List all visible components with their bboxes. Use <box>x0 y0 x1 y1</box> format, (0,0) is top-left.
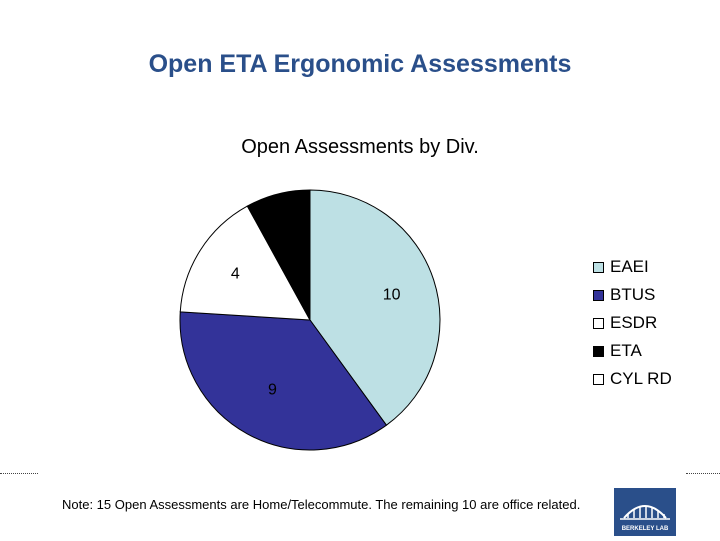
pie-data-labels: 10 9 4 2 <box>231 219 401 399</box>
svg-text:BERKELEY LAB: BERKELEY LAB <box>622 526 669 532</box>
data-label-eta: 2 <box>281 219 290 236</box>
legend-swatch-esdr <box>593 317 604 329</box>
legend-label-btus: BTUS <box>610 285 656 304</box>
legend-label-eta: ETA <box>610 341 642 360</box>
footnote: Note: 15 Open Assessments are Home/Telec… <box>62 497 581 512</box>
legend-item-esdr: ESDR <box>593 309 672 337</box>
legend-swatch-btus <box>593 289 604 301</box>
legend-item-btus: BTUS <box>593 281 672 309</box>
chart-title: Open Assessments by Div. <box>241 136 479 158</box>
pie-slice-eaei <box>309 189 441 426</box>
slide-title: Open ETA Ergonomic Assessments <box>148 50 572 78</box>
legend-swatch-cyl-rd <box>593 373 604 385</box>
legend-swatch-eaei <box>593 261 604 273</box>
legend-label-eaei: EAEI <box>610 257 649 276</box>
legend-item-eaei: EAEI <box>593 253 672 281</box>
data-label-eaei: 10 <box>383 286 401 303</box>
legend-swatch-eta <box>593 345 604 357</box>
pie-slice-esdr <box>179 205 311 321</box>
left-divider <box>0 473 38 474</box>
data-label-btus: 9 <box>268 381 277 398</box>
chart-legend: EAEI BTUS ESDR ETA CYL RD <box>593 253 672 393</box>
berkeley-lab-logo: BERKELEY LAB <box>614 488 676 536</box>
pie-slices <box>179 189 441 451</box>
pie-slice-eta <box>246 189 311 321</box>
pie-slice-btus <box>179 311 388 451</box>
legend-label-esdr: ESDR <box>610 313 658 332</box>
right-divider <box>686 473 720 474</box>
legend-item-cyl-rd: CYL RD <box>593 365 672 393</box>
legend-label-cyl-rd: CYL RD <box>610 369 672 388</box>
legend-item-eta: ETA <box>593 337 672 365</box>
data-label-esdr: 4 <box>231 266 240 283</box>
